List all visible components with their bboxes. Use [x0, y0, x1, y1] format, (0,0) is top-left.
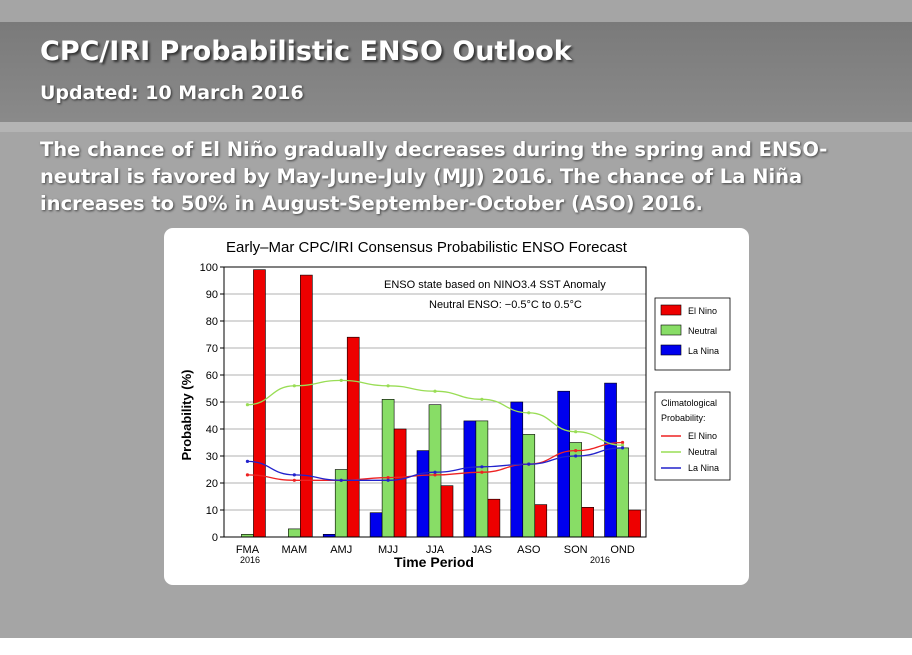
plot-frame [223, 266, 647, 538]
clim-point-la-nina-jas [480, 465, 484, 469]
enso-forecast-chart: Early–Mar CPC/IRI Consensus Probabilisti… [179, 239, 731, 570]
x-tick-label-jas: JAS [472, 544, 492, 556]
legend-label-el-nino: El Nino [688, 306, 717, 316]
legend-swatch-la-nina [660, 344, 682, 356]
clim-point-neutral-fma [245, 403, 250, 407]
clim-point-neutral-amj [339, 378, 343, 382]
legend-swatch-el-nino [660, 304, 682, 316]
bar-neutral-mjj [381, 399, 395, 538]
x-tick-label-mam: MAM [281, 544, 307, 556]
y-tick-label: 0 [212, 532, 218, 544]
clim-point-neutral-ond [620, 443, 625, 447]
bar-la-nina-mjj [369, 512, 383, 538]
bar-el-nino-amj [346, 336, 360, 538]
bar-el-nino-mam [300, 274, 313, 538]
clim-point-la-nina-aso [527, 462, 531, 466]
clim-point-la-nina-mam [292, 473, 296, 477]
chart-card: Early–Mar CPC/IRI Consensus Probabilisti… [164, 228, 749, 585]
x-axis-label: Time Period [394, 554, 474, 570]
clim-point-neutral-aso [527, 411, 531, 415]
clim-point-neutral-jja [433, 389, 437, 393]
bar-el-nino-jja [440, 485, 454, 538]
updated-date: Updated: 10 March 2016 [40, 82, 304, 104]
climatology-legend-label-el-nino: El Nino [688, 431, 717, 441]
top-bar [0, 0, 912, 22]
x-tick-label-amj: AMJ [330, 544, 352, 556]
bar-la-nina-ond [604, 382, 617, 538]
y-tick-label: 50 [206, 397, 218, 409]
bar-el-nino-aso [534, 504, 548, 538]
clim-point-el-nino-fma [245, 473, 250, 477]
y-tick-label: 90 [206, 289, 218, 301]
y-tick-label: 70 [206, 343, 218, 355]
climatology-legend-label-la-nina: La Nina [688, 463, 719, 473]
bar-la-nina-aso [510, 401, 524, 538]
clim-point-la-nina-jja [433, 470, 437, 474]
legend-swatch-neutral [660, 324, 682, 336]
bar-neutral-jas [475, 420, 489, 538]
clim-point-el-nino-son [574, 449, 578, 453]
y-tick-label: 10 [206, 505, 218, 517]
clim-point-neutral-son [574, 430, 578, 434]
clim-point-el-nino-mjj [386, 476, 390, 480]
bar-neutral-mam [288, 528, 301, 538]
clim-point-el-nino-jja [433, 473, 437, 477]
x-tick-label-aso: ASO [517, 544, 541, 556]
bar-el-nino-mjj [393, 428, 407, 538]
clim-point-neutral-jas [480, 397, 484, 401]
climatology-legend-subtitle: Probability: [661, 413, 706, 423]
clim-point-neutral-mjj [386, 384, 390, 388]
climatology-legend-title: Climatological [661, 398, 717, 408]
summary-line-1: The chance of El Niño gradually decrease… [40, 138, 828, 161]
x-tick-label-ond: OND [610, 544, 635, 556]
y-tick-label: 30 [206, 451, 218, 463]
bar-la-nina-jas [463, 420, 477, 538]
y-tick-label: 60 [206, 370, 218, 382]
chart-title: Early–Mar CPC/IRI Consensus Probabilisti… [226, 239, 628, 256]
bar-neutral-ond [616, 447, 629, 538]
climatology-legend-label-neutral: Neutral [688, 447, 717, 457]
y-tick-label: 40 [206, 424, 218, 436]
clim-point-el-nino-mam [292, 478, 296, 482]
clim-point-la-nina-fma [245, 459, 250, 463]
header-divider [0, 122, 912, 132]
annotation-enso-state: ENSO state based on NINO3.4 SST Anomaly [384, 279, 606, 291]
clim-point-el-nino-ond [620, 440, 625, 445]
y-tick-label: 80 [206, 316, 218, 328]
year-label-start: 2016 [240, 555, 260, 565]
page-title: CPC/IRI Probabilistic ENSO Outlook [40, 36, 572, 67]
x-tick-label-son: SON [564, 544, 588, 556]
clim-point-neutral-mam [292, 384, 296, 388]
x-tick-label-mjj: MJJ [378, 544, 398, 556]
legend-label-neutral: Neutral [688, 326, 717, 336]
x-tick-label-jja: JJA [426, 544, 445, 556]
clim-point-la-nina-ond [620, 446, 625, 450]
bar-neutral-aso [522, 434, 536, 538]
annotation-neutral-range: Neutral ENSO: −0.5°C to 0.5°C [429, 299, 582, 311]
bar-la-nina-jja [416, 450, 430, 538]
header-band [0, 22, 912, 122]
clim-point-la-nina-amj [339, 478, 343, 482]
clim-point-la-nina-mjj [386, 478, 390, 482]
clim-point-la-nina-son [574, 454, 578, 458]
summary-line-2: neutral is favored by May-June-July (MJJ… [40, 165, 803, 188]
bar-la-nina-son [557, 390, 570, 538]
year-label-end: 2016 [590, 555, 610, 565]
x-tick-label-fma: FMA [236, 544, 260, 556]
bar-el-nino-son [581, 506, 594, 538]
legend-label-la-nina: La Nina [688, 346, 719, 356]
clim-point-el-nino-jas [480, 470, 484, 474]
summary-line-3: increases to 50% in August-September-Oct… [40, 192, 703, 215]
y-axis-label: Probability (%) [179, 369, 194, 460]
y-tick-label: 100 [200, 262, 218, 274]
bar-el-nino-jas [487, 498, 501, 538]
bar-el-nino-ond [628, 509, 641, 538]
summary-text: The chance of El Niño gradually decrease… [40, 136, 840, 217]
y-tick-label: 20 [206, 478, 218, 490]
